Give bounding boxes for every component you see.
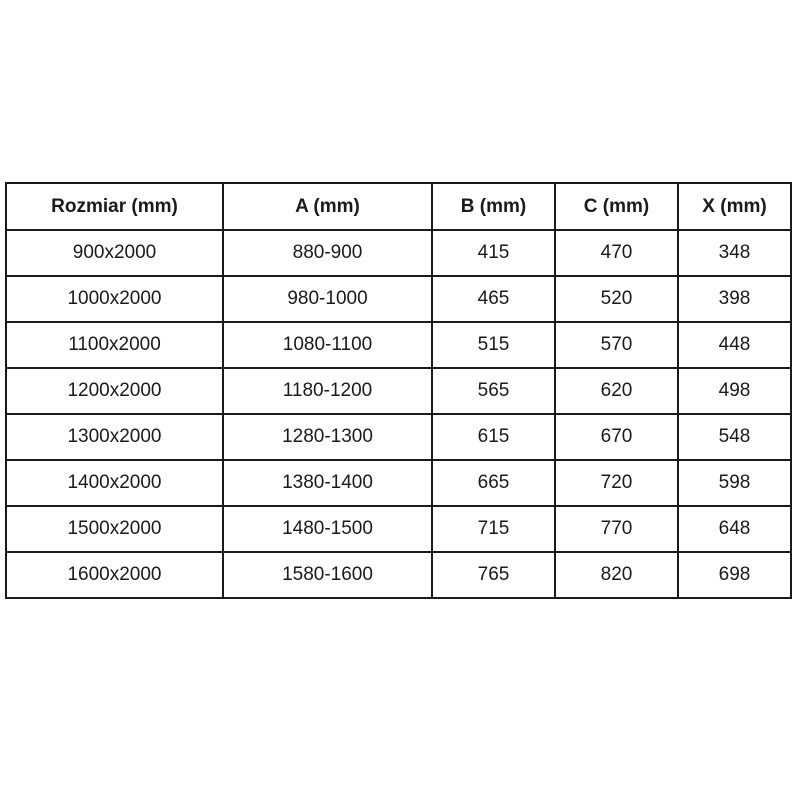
table-cell: 348 bbox=[677, 229, 792, 277]
table-row: 1100x2000 1080-1100 515 570 448 bbox=[5, 321, 792, 369]
table-cell: 515 bbox=[431, 321, 556, 369]
table-cell: 1480-1500 bbox=[222, 505, 433, 553]
table-cell: 900x2000 bbox=[5, 229, 224, 277]
column-header-x-mm: X (mm) bbox=[677, 182, 792, 231]
table-row: 1000x2000 980-1000 465 520 398 bbox=[5, 275, 792, 323]
table-cell: 398 bbox=[677, 275, 792, 323]
table-cell: 448 bbox=[677, 321, 792, 369]
table-body: 900x2000 880-900 415 470 348 1000x2000 980-100… bbox=[5, 229, 792, 599]
table-cell: 715 bbox=[431, 505, 556, 553]
table-row: Rozmiar (mm) A (mm) B (mm) C (mm) X (mm) bbox=[5, 182, 792, 231]
table-cell: 1100x2000 bbox=[5, 321, 224, 369]
table-cell: 598 bbox=[677, 459, 792, 507]
size-dimensions-table: Rozmiar (mm) A (mm) B (mm) C (mm) X (mm) 900… bbox=[5, 182, 792, 599]
column-header-a-mm: A (mm) bbox=[222, 182, 433, 231]
table-cell: 720 bbox=[554, 459, 679, 507]
table-cell: 880-900 bbox=[222, 229, 433, 277]
table-row: 1600x2000 1580-1600 765 820 698 bbox=[5, 551, 792, 599]
table-cell: 615 bbox=[431, 413, 556, 461]
table-row: 1500x2000 1480-1500 715 770 648 bbox=[5, 505, 792, 553]
table-cell: 648 bbox=[677, 505, 792, 553]
table-cell: 1200x2000 bbox=[5, 367, 224, 415]
table-cell: 1400x2000 bbox=[5, 459, 224, 507]
table-row: 1300x2000 1280-1300 615 670 548 bbox=[5, 413, 792, 461]
table-cell: 1180-1200 bbox=[222, 367, 433, 415]
table-cell: 765 bbox=[431, 551, 556, 599]
table-cell: 620 bbox=[554, 367, 679, 415]
table-cell: 670 bbox=[554, 413, 679, 461]
table-cell: 1500x2000 bbox=[5, 505, 224, 553]
table-cell: 1300x2000 bbox=[5, 413, 224, 461]
table-cell: 1380-1400 bbox=[222, 459, 433, 507]
table-cell: 470 bbox=[554, 229, 679, 277]
table-cell: 1280-1300 bbox=[222, 413, 433, 461]
table-row: 1200x2000 1180-1200 565 620 498 bbox=[5, 367, 792, 415]
table-cell: 1580-1600 bbox=[222, 551, 433, 599]
table-cell: 520 bbox=[554, 275, 679, 323]
table-cell: 565 bbox=[431, 367, 556, 415]
table-cell: 980-1000 bbox=[222, 275, 433, 323]
table-row: 1400x2000 1380-1400 665 720 598 bbox=[5, 459, 792, 507]
column-header-c-mm: C (mm) bbox=[554, 182, 679, 231]
table-cell: 498 bbox=[677, 367, 792, 415]
column-header-b-mm: B (mm) bbox=[431, 182, 556, 231]
table-cell: 1000x2000 bbox=[5, 275, 224, 323]
column-header-rozmiar-mm: Rozmiar (mm) bbox=[5, 182, 224, 231]
table-cell: 1600x2000 bbox=[5, 551, 224, 599]
table-cell: 698 bbox=[677, 551, 792, 599]
table-cell: 820 bbox=[554, 551, 679, 599]
table-cell: 1080-1100 bbox=[222, 321, 433, 369]
table-header-row: Rozmiar (mm) A (mm) B (mm) C (mm) X (mm) bbox=[5, 182, 792, 231]
table-row: 900x2000 880-900 415 470 348 bbox=[5, 229, 792, 277]
table-cell: 415 bbox=[431, 229, 556, 277]
table-cell: 770 bbox=[554, 505, 679, 553]
table-cell: 570 bbox=[554, 321, 679, 369]
table-cell: 465 bbox=[431, 275, 556, 323]
table-cell: 548 bbox=[677, 413, 792, 461]
table-cell: 665 bbox=[431, 459, 556, 507]
